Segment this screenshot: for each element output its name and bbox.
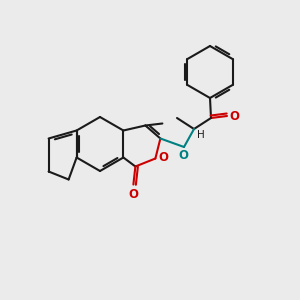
Text: O: O	[128, 188, 138, 200]
Text: O: O	[158, 151, 168, 164]
Text: H: H	[197, 130, 205, 140]
Text: O: O	[178, 149, 188, 162]
Text: O: O	[229, 110, 239, 122]
